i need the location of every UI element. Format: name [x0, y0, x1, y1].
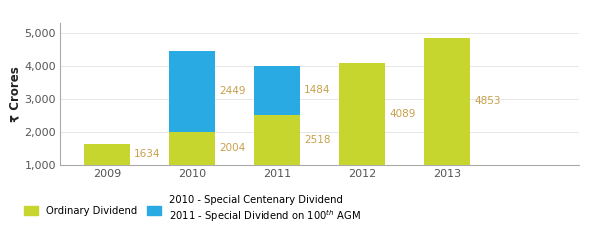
Text: 4853: 4853	[475, 96, 501, 106]
Text: 2449: 2449	[219, 86, 246, 96]
Y-axis label: ₹ Crores: ₹ Crores	[8, 66, 22, 122]
Bar	[84, 144, 130, 165]
Text: 2004: 2004	[219, 143, 245, 153]
Text: 1634: 1634	[134, 149, 161, 159]
Legend: Ordinary Dividend, 2010 - Special Centenary Dividend
2011 - Special Dividend on : Ordinary Dividend, 2010 - Special Centen…	[24, 195, 361, 224]
Text: 2518: 2518	[305, 135, 331, 145]
Text: 4089: 4089	[390, 109, 415, 119]
Bar	[254, 115, 300, 165]
Text: 1484: 1484	[305, 85, 331, 95]
Bar	[169, 51, 215, 132]
Bar	[254, 66, 300, 115]
Bar	[424, 38, 470, 165]
Bar	[339, 63, 385, 165]
Bar	[169, 132, 215, 165]
